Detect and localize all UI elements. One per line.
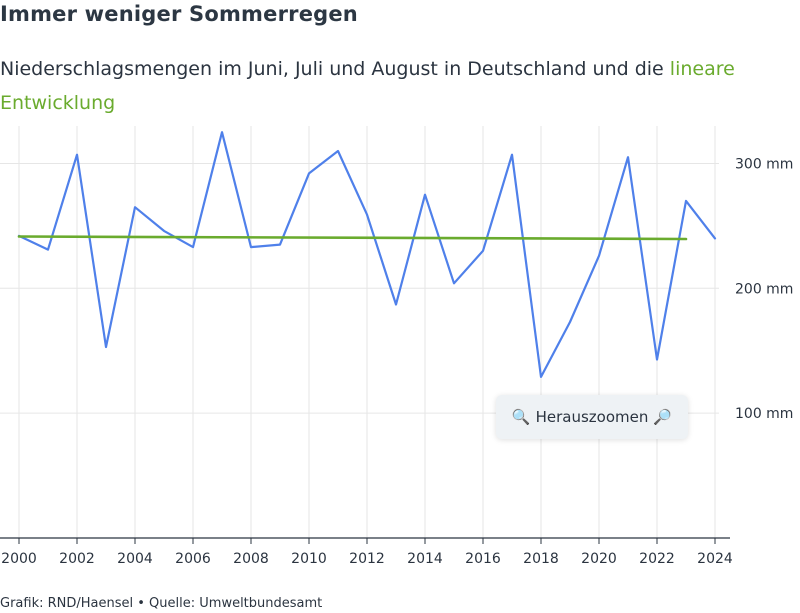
series-layer: [17, 131, 717, 378]
chart-title: Immer weniger Sommerregen: [0, 2, 358, 26]
y-tick-label: 100 mm: [735, 406, 793, 422]
x-tick-label: 2010: [291, 551, 327, 567]
x-tick-label: 2000: [1, 551, 37, 567]
x-tick-label: 2022: [639, 551, 675, 567]
x-tick-label: 2018: [523, 551, 559, 567]
x-tick-label: 2006: [175, 551, 211, 567]
x-tick-label: 2016: [465, 551, 501, 567]
x-tick-label: 2014: [407, 551, 443, 567]
chart-subtitle: Niederschlagsmengen im Juni, Juli und Au…: [0, 52, 790, 120]
x-tick-label: 2012: [349, 551, 385, 567]
magnifier-left-icon: 🔍: [511, 408, 531, 426]
magnifier-right-icon: 🔎: [653, 408, 673, 426]
grid-lines: [0, 126, 719, 538]
credits: Grafik: RND/Haensel • Quelle: Umweltbund…: [0, 596, 323, 611]
x-tick-label: 2004: [117, 551, 153, 567]
x-tick-label: 2020: [581, 551, 617, 567]
series-line-precipitation: [17, 131, 717, 378]
x-tick-label: 2002: [59, 551, 95, 567]
x-tick-label: 2008: [233, 551, 269, 567]
y-tick-label: 200 mm: [735, 281, 793, 297]
subtitle-trend-label: lineare Entwicklung: [0, 58, 735, 114]
zoom-out-button[interactable]: 🔍 Herauszoomen 🔎: [496, 395, 688, 439]
x-tick-label: 2024: [697, 551, 733, 567]
series-line-trend: [17, 235, 688, 241]
x-axis: [0, 537, 730, 544]
zoom-out-label: Herauszoomen: [535, 408, 649, 426]
y-tick-label: 300 mm: [735, 156, 793, 172]
tick-labels: 2000 2002 2004 2006 2008 2010 2012 2014 2016 2018…: [1, 156, 793, 567]
subtitle-main: Niederschlagsmengen im Juni, Juli und Au…: [0, 58, 664, 80]
